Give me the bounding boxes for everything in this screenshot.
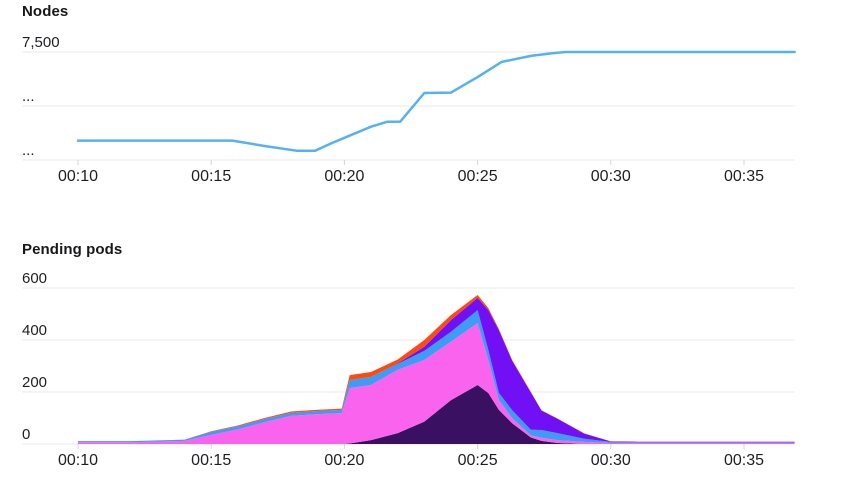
y-axis-label: 600	[22, 270, 47, 287]
y-axis-label: 400	[22, 322, 47, 339]
x-axis-label: 00:10	[58, 452, 98, 469]
y-axis-label: ...	[22, 142, 35, 159]
x-axis-label: 00:20	[324, 168, 364, 185]
y-axis-label: 200	[22, 374, 47, 391]
pending-pods-chart: 600 400 200 0 00:10 00:15 00:20 00:25 00:30 00:35	[22, 270, 795, 469]
x-axis-label: 00:30	[591, 168, 631, 185]
x-axis-label: 00:10	[58, 168, 98, 185]
x-axis-label: 00:30	[591, 452, 631, 469]
area-dark-purple	[78, 385, 795, 444]
y-axis-label: 7,500	[22, 34, 60, 51]
x-axis-label: 00:15	[191, 452, 231, 469]
x-axis-label: 00:15	[191, 168, 231, 185]
nodes-chart: 7,500...... 00:10 00:15 00:20 00:25 00:30 00:3…	[22, 34, 796, 185]
area-magenta	[78, 323, 795, 444]
x-axis-label: 00:35	[724, 168, 764, 185]
nodes-chart-title: Nodes	[22, 3, 69, 20]
pending-pods-chart-title: Pending pods	[22, 241, 123, 258]
y-axis-label: 0	[22, 426, 30, 443]
x-axis-label: 00:35	[724, 452, 764, 469]
x-axis-label: 00:25	[458, 452, 498, 469]
y-axis-label: ...	[22, 88, 35, 105]
x-axis-label: 00:20	[324, 452, 364, 469]
x-axis-label: 00:25	[458, 168, 498, 185]
nodes-line	[76, 50, 796, 152]
